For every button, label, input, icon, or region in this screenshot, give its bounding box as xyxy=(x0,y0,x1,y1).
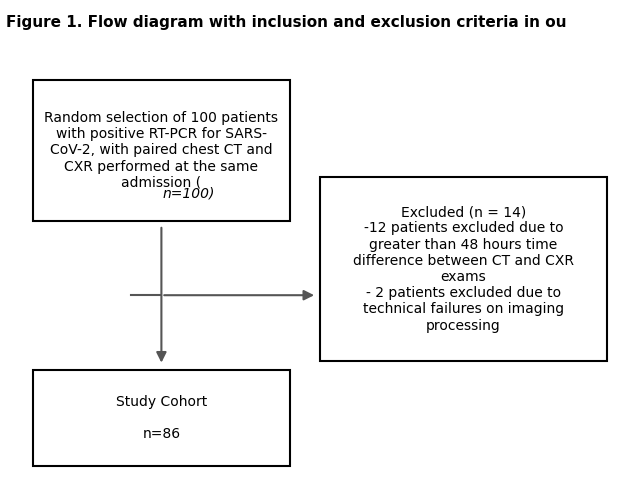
Text: Random selection of 100 patients
with positive RT-PCR for SARS-
CoV-2, with pair: Random selection of 100 patients with po… xyxy=(44,111,278,190)
Text: Excluded (​n​ = ​14​)
-12 patients excluded due to
greater than 48 hours time
di: Excluded (​n​ = ​14​) -12 patients exclu… xyxy=(353,205,574,332)
Text: Figure 1. Flow diagram with inclusion and exclusion criteria in ou: Figure 1. Flow diagram with inclusion an… xyxy=(6,15,567,30)
FancyBboxPatch shape xyxy=(320,177,607,361)
FancyBboxPatch shape xyxy=(33,370,289,467)
FancyBboxPatch shape xyxy=(33,80,289,221)
Text: n=100): n=100) xyxy=(163,186,215,200)
Text: Study Cohort

n=86: Study Cohort n=86 xyxy=(116,395,207,441)
